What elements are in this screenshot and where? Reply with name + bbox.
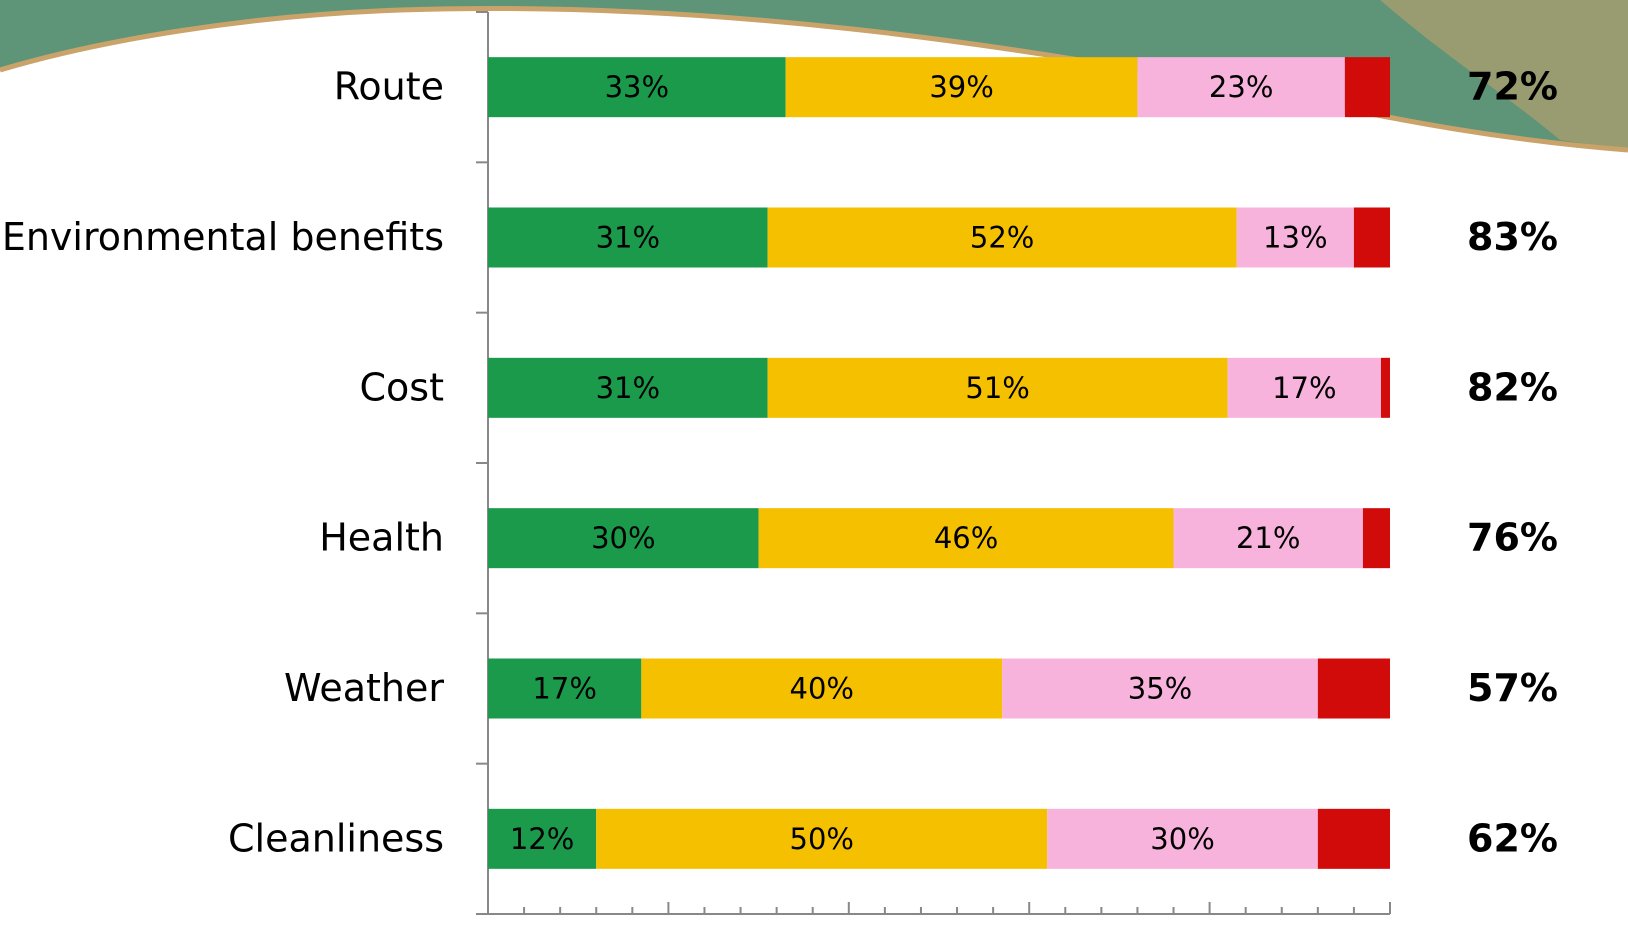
segment-label: 46% (934, 521, 998, 555)
bar-segment (1002, 658, 1318, 719)
segment-label: 13% (1263, 221, 1327, 255)
bar-segment (488, 207, 768, 268)
bar-segment (596, 808, 1048, 869)
bar-segment (1353, 207, 1390, 268)
segment-label: 30% (591, 521, 655, 555)
segment-label: 39% (929, 70, 993, 104)
background-tree (1380, 0, 1628, 150)
segment-label: 52% (970, 221, 1034, 255)
total-label: 72% (1467, 65, 1558, 109)
bar-segment (488, 508, 759, 569)
total-label: 83% (1467, 215, 1558, 259)
background-swoosh (0, 5, 1628, 153)
segment-label: 17% (1272, 371, 1336, 405)
bar-segment (1227, 357, 1381, 418)
bar-segment (1236, 207, 1354, 268)
segment-label: 33% (605, 70, 669, 104)
segment-label: 35% (1128, 672, 1192, 706)
bar-segment (1362, 508, 1390, 569)
bar-segment (1047, 808, 1318, 869)
total-label: 57% (1467, 666, 1558, 710)
bar-segment (1317, 658, 1390, 719)
total-label: 76% (1467, 516, 1558, 560)
segment-label: 21% (1236, 521, 1300, 555)
bar-segment (758, 508, 1174, 569)
bar-segment (488, 658, 642, 719)
segment-label: 17% (532, 672, 596, 706)
bar-segment (488, 57, 786, 118)
bar-segment (767, 357, 1228, 418)
category-label: Weather (284, 666, 444, 710)
bar-segment (1380, 357, 1390, 418)
segment-label: 30% (1150, 822, 1214, 856)
bar-segment (1137, 57, 1345, 118)
bar-segment (767, 207, 1237, 268)
bar-segment (641, 658, 1003, 719)
category-label: Health (319, 516, 444, 560)
segment-label: 31% (596, 371, 660, 405)
segment-label: 51% (965, 371, 1029, 405)
category-label: Route (334, 65, 444, 109)
bar-segment (785, 57, 1138, 118)
segment-label: 23% (1209, 70, 1273, 104)
bar-segment (488, 357, 768, 418)
category-label: Cost (360, 365, 444, 409)
total-label: 82% (1467, 365, 1558, 409)
bar-segment (1173, 508, 1363, 569)
segment-label: 31% (596, 221, 660, 255)
segment-label: 40% (790, 672, 854, 706)
bar-segment (1317, 808, 1390, 869)
category-label: Environmental benefits (2, 215, 444, 259)
segment-label: 50% (790, 822, 854, 856)
bar-segment (488, 808, 597, 869)
bar-segment (1344, 57, 1390, 118)
segment-label: 12% (510, 822, 574, 856)
category-label: Cleanliness (228, 816, 444, 860)
background-band (0, 0, 1628, 150)
total-label: 62% (1467, 816, 1558, 860)
